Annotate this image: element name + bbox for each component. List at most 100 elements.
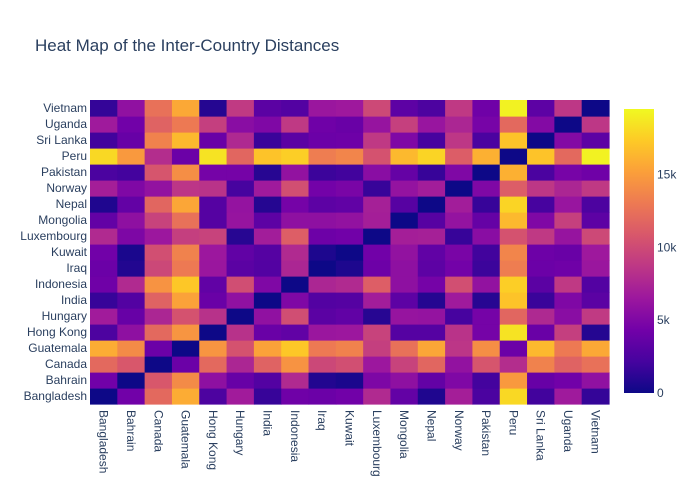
- heatmap-cell: [472, 228, 501, 245]
- heatmap-cell: [144, 340, 173, 357]
- heatmap-cell: [253, 180, 282, 197]
- x-tick-label: Indonesia: [288, 410, 302, 462]
- heatmap-cell: [390, 276, 419, 293]
- heatmap-cell: [472, 148, 501, 165]
- heatmap-cell: [90, 212, 118, 229]
- heatmap-cell: [253, 212, 282, 229]
- y-tick-label: Hong Kong: [27, 325, 87, 339]
- colorbar-tick-label: 10k: [657, 240, 677, 254]
- x-tick-label: Pakistan: [479, 410, 493, 456]
- heatmap-cell: [117, 292, 146, 309]
- heatmap-cell: [363, 292, 392, 309]
- heatmap-cell: [308, 372, 337, 389]
- heatmap-cell: [499, 340, 528, 357]
- heatmap-cell: [308, 388, 337, 405]
- heatmap-cell: [144, 292, 173, 309]
- heatmap-cell: [226, 212, 255, 229]
- heatmap-cell: [417, 164, 446, 181]
- heatmap-cell: [472, 116, 501, 133]
- chart-title: Heat Map of the Inter-Country Distances: [35, 36, 339, 55]
- heatmap-cell: [554, 356, 583, 373]
- heatmap-cell: [390, 228, 419, 245]
- heatmap-cell: [554, 196, 583, 213]
- y-tick-label: Peru: [62, 149, 87, 163]
- heatmap-cell: [417, 356, 446, 373]
- heatmap-cell: [363, 116, 392, 133]
- heatmap-cell: [335, 340, 364, 357]
- heatmap-cell: [90, 164, 118, 181]
- heatmap-cell: [445, 308, 474, 325]
- y-tick-label: Uganda: [45, 117, 87, 131]
- heatmap-cell: [308, 164, 337, 181]
- heatmap-cell: [90, 180, 118, 197]
- heatmap-cell: [472, 260, 501, 277]
- heatmap-cell: [199, 308, 228, 325]
- heatmap-cell: [171, 276, 200, 293]
- heatmap-cell: [527, 308, 555, 325]
- heatmap-cell: [390, 356, 419, 373]
- heatmap-cell: [363, 148, 392, 165]
- heatmap-cell: [308, 356, 337, 373]
- heatmap-cell: [499, 388, 528, 405]
- heatmap-cell: [226, 228, 255, 245]
- heatmap-cell: [472, 324, 501, 341]
- heatmap-cell: [445, 372, 474, 389]
- heatmap-cell: [199, 100, 228, 117]
- heatmap-cell: [363, 244, 392, 261]
- heatmap-cell: [144, 276, 173, 293]
- heatmap-cell: [144, 196, 173, 213]
- heatmap-cell: [390, 292, 419, 309]
- heatmap-cell: [199, 372, 228, 389]
- y-tick-label: Hungary: [42, 309, 87, 323]
- heatmap-cell: [581, 100, 610, 117]
- heatmap-cell: [472, 388, 501, 405]
- heatmap-cell: [527, 356, 555, 373]
- heatmap-cell: [363, 372, 392, 389]
- heatmap-cell: [445, 356, 474, 373]
- heatmap-cell: [417, 100, 446, 117]
- heatmap-cell: [390, 148, 419, 165]
- heatmap-cell: [144, 388, 173, 405]
- heatmap-cell: [499, 308, 528, 325]
- heatmap-cell: [363, 164, 392, 181]
- heatmap-cell: [281, 228, 310, 245]
- heatmap-cell: [226, 196, 255, 213]
- heatmap-cell: [390, 308, 419, 325]
- heatmap-cell: [417, 196, 446, 213]
- heatmap-cell: [117, 212, 146, 229]
- heatmap-cell: [171, 116, 200, 133]
- heatmap-cell: [472, 244, 501, 261]
- heatmap-cell: [335, 292, 364, 309]
- heatmap-cell: [117, 324, 146, 341]
- heatmap-cell: [417, 340, 446, 357]
- heatmap-cell: [499, 212, 528, 229]
- heatmap-cell: [417, 116, 446, 133]
- y-tick-label: Mongolia: [38, 213, 87, 227]
- heatmap-cell: [281, 244, 310, 261]
- heatmap-cell: [171, 324, 200, 341]
- heatmap-cell: [472, 308, 501, 325]
- heatmap-cell: [308, 324, 337, 341]
- heatmap-cell: [527, 260, 555, 277]
- heatmap-cell: [581, 356, 610, 373]
- heatmap-cell: [144, 244, 173, 261]
- heatmap-cell: [281, 308, 310, 325]
- heatmap-cell: [144, 100, 173, 117]
- heatmap-cell: [363, 276, 392, 293]
- heatmap-cell: [171, 180, 200, 197]
- heatmap-cell: [499, 356, 528, 373]
- heatmap-cell: [199, 244, 228, 261]
- heatmap-cell: [117, 260, 146, 277]
- heatmap-cell: [390, 212, 419, 229]
- x-tick-label: Peru: [506, 410, 520, 435]
- heatmap-cell: [226, 372, 255, 389]
- heatmap-cell: [308, 148, 337, 165]
- heatmap-cell: [308, 196, 337, 213]
- heatmap-cell: [117, 132, 146, 149]
- heatmap-cell: [417, 244, 446, 261]
- heatmap-cell: [253, 100, 282, 117]
- heatmap-cell: [117, 308, 146, 325]
- heatmap-cell: [445, 132, 474, 149]
- heatmap-cell: [335, 308, 364, 325]
